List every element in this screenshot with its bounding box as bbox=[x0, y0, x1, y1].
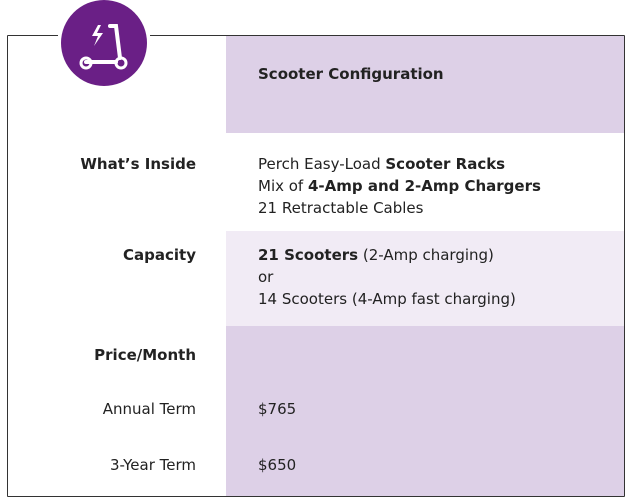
row-value-cell: $650 bbox=[226, 441, 624, 497]
value-text: 21 Retractable Cables bbox=[258, 199, 424, 217]
row-label: What’s Inside bbox=[80, 155, 196, 173]
row-label: Annual Term bbox=[102, 400, 196, 418]
value-text: Mix of bbox=[258, 177, 308, 195]
row-label-cell: Price/Month bbox=[8, 326, 226, 386]
value-line: or bbox=[258, 266, 624, 288]
value-text: Scooter Racks bbox=[385, 155, 506, 173]
row-value-cell: Perch Easy-Load Scooter Racks Mix of 4-Am… bbox=[226, 133, 624, 231]
value-text: $650 bbox=[258, 456, 297, 474]
row-label: 3-Year Term bbox=[109, 456, 196, 474]
value-line: $765 bbox=[258, 398, 624, 420]
value-text: 21 Scooters bbox=[258, 246, 359, 264]
scooter-icon bbox=[61, 0, 147, 86]
row-value-cell: 21 Scooters (2-Amp charging) or 14 Scooter… bbox=[226, 231, 624, 326]
value-line: Perch Easy-Load Scooter Racks bbox=[258, 153, 624, 175]
row-label-cell: Capacity bbox=[8, 231, 226, 326]
value-line: 21 Retractable Cables bbox=[258, 197, 624, 219]
row-label-cell: 3-Year Term bbox=[8, 441, 226, 497]
row-label: Capacity bbox=[123, 246, 196, 264]
value-text: 4-Amp and 2-Amp Chargers bbox=[307, 177, 541, 195]
row-value-cell: $765 bbox=[226, 386, 624, 441]
value-text: or bbox=[258, 268, 274, 286]
value-text: $765 bbox=[258, 400, 297, 418]
row-label: Price/Month bbox=[94, 346, 196, 364]
row-value-cell bbox=[226, 326, 624, 386]
row-label-cell: Annual Term bbox=[8, 386, 226, 441]
row-label-cell: What’s Inside bbox=[8, 133, 226, 231]
header-cell: Scooter Configuration bbox=[226, 35, 624, 133]
value-line: 21 Scooters (2-Amp charging) bbox=[258, 244, 624, 266]
value-text: Perch Easy-Load bbox=[258, 155, 386, 173]
header-text: Scooter Configuration bbox=[258, 65, 444, 83]
value-text: (2-Amp charging) bbox=[358, 246, 494, 264]
value-line: Mix of 4-Amp and 2-Amp Chargers bbox=[258, 175, 624, 197]
value-line: 14 Scooters (4-Amp fast charging) bbox=[258, 288, 624, 310]
value-text: 14 Scooters (4-Amp fast charging) bbox=[258, 290, 516, 308]
value-line: $650 bbox=[258, 454, 624, 476]
